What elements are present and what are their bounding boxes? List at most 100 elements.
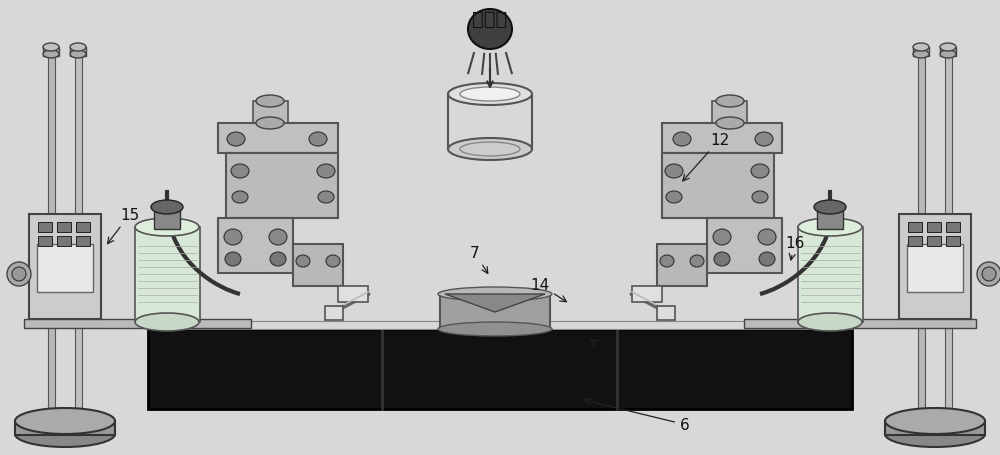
Bar <box>940 48 956 57</box>
Ellipse shape <box>660 255 674 268</box>
Ellipse shape <box>232 192 248 203</box>
Ellipse shape <box>448 84 532 106</box>
Ellipse shape <box>716 118 744 130</box>
Ellipse shape <box>326 255 340 268</box>
Ellipse shape <box>296 255 310 268</box>
Ellipse shape <box>814 201 846 214</box>
Bar <box>899 214 971 319</box>
Bar <box>48 55 55 422</box>
Ellipse shape <box>309 133 327 147</box>
Ellipse shape <box>940 51 956 59</box>
Ellipse shape <box>885 408 985 434</box>
Ellipse shape <box>227 133 245 147</box>
Ellipse shape <box>317 165 335 179</box>
Ellipse shape <box>759 253 775 267</box>
Ellipse shape <box>752 192 768 203</box>
Ellipse shape <box>43 51 59 59</box>
Bar <box>29 214 101 319</box>
Bar <box>908 222 922 233</box>
Text: 6: 6 <box>584 399 690 432</box>
Bar <box>913 48 929 57</box>
Bar <box>24 319 251 328</box>
Ellipse shape <box>751 165 769 179</box>
Ellipse shape <box>270 253 286 267</box>
Ellipse shape <box>798 313 862 331</box>
Ellipse shape <box>977 263 1000 286</box>
Bar <box>38 237 52 247</box>
Ellipse shape <box>7 263 31 286</box>
Bar <box>148 321 852 329</box>
Bar <box>657 244 707 286</box>
Ellipse shape <box>885 421 985 447</box>
Ellipse shape <box>70 44 86 52</box>
Ellipse shape <box>12 268 26 281</box>
Ellipse shape <box>755 133 773 147</box>
Ellipse shape <box>798 218 862 237</box>
Bar <box>440 294 550 329</box>
Bar <box>38 222 52 233</box>
Ellipse shape <box>758 229 776 245</box>
Text: 照明光: 照明光 <box>472 10 508 29</box>
Ellipse shape <box>318 192 334 203</box>
Ellipse shape <box>468 10 512 50</box>
Bar <box>325 306 343 320</box>
Ellipse shape <box>70 51 86 59</box>
Bar <box>927 222 941 233</box>
Bar <box>908 237 922 247</box>
Bar <box>817 207 843 229</box>
Ellipse shape <box>256 118 284 130</box>
Ellipse shape <box>673 133 691 147</box>
Bar <box>76 237 90 247</box>
Bar <box>798 228 863 322</box>
Bar <box>945 55 952 422</box>
Bar <box>918 55 925 422</box>
Bar <box>885 421 985 435</box>
Ellipse shape <box>15 421 115 447</box>
Ellipse shape <box>43 44 59 52</box>
Bar <box>15 421 115 435</box>
Text: 16: 16 <box>785 236 804 260</box>
Bar <box>657 306 675 320</box>
Bar <box>218 218 293 273</box>
Ellipse shape <box>714 253 730 267</box>
Bar <box>662 124 782 154</box>
Bar <box>57 222 71 233</box>
Bar <box>75 55 82 422</box>
Bar <box>154 207 180 229</box>
Ellipse shape <box>438 288 552 301</box>
Bar <box>293 244 343 286</box>
Bar <box>148 329 852 409</box>
Bar <box>712 102 747 124</box>
Bar <box>57 237 71 247</box>
Ellipse shape <box>690 255 704 268</box>
Bar <box>662 154 774 218</box>
Ellipse shape <box>460 88 520 102</box>
Bar <box>946 237 960 247</box>
Ellipse shape <box>940 44 956 52</box>
Ellipse shape <box>135 218 199 237</box>
Text: 13: 13 <box>591 340 614 357</box>
Bar <box>927 237 941 247</box>
Ellipse shape <box>269 229 287 245</box>
Bar <box>632 286 662 302</box>
Bar <box>43 48 59 57</box>
Ellipse shape <box>225 253 241 267</box>
Bar <box>707 218 782 273</box>
Ellipse shape <box>151 201 183 214</box>
Ellipse shape <box>15 408 115 434</box>
Ellipse shape <box>438 322 552 336</box>
Ellipse shape <box>716 96 744 108</box>
Text: 12: 12 <box>683 133 729 182</box>
Ellipse shape <box>913 51 929 59</box>
Ellipse shape <box>231 165 249 179</box>
Bar <box>135 228 200 322</box>
Ellipse shape <box>913 44 929 52</box>
Text: 7: 7 <box>470 245 488 274</box>
Bar <box>76 222 90 233</box>
Ellipse shape <box>665 165 683 179</box>
Ellipse shape <box>713 229 731 245</box>
Ellipse shape <box>256 96 284 108</box>
Ellipse shape <box>448 139 532 161</box>
Ellipse shape <box>135 313 199 331</box>
Bar <box>226 154 338 218</box>
